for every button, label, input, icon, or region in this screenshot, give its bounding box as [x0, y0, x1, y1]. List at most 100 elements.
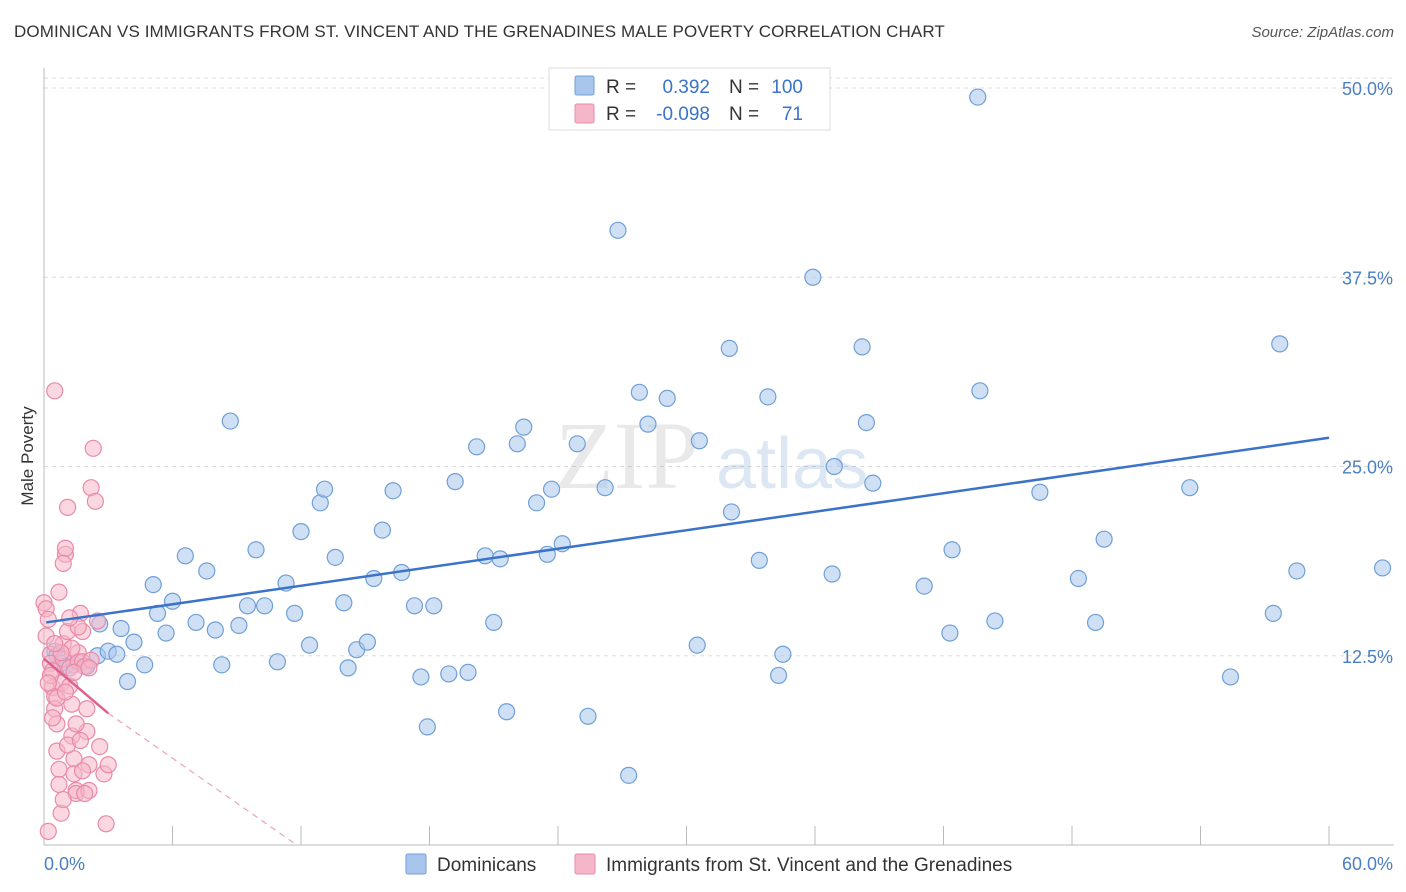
dominican-point-44	[405, 597, 424, 615]
dominican-point-14	[144, 575, 162, 594]
immigrant-point-58	[73, 762, 92, 780]
stats-legend: R = 0.392 N = 100 R = -0.098 N = 71	[548, 67, 831, 131]
dominican-point-12	[125, 633, 143, 651]
dominican-point-71	[690, 432, 708, 450]
immigrant-point-70	[54, 790, 72, 809]
dominican-point-51	[468, 438, 486, 456]
dominican-point-47	[425, 597, 443, 615]
dominican-point-69	[658, 389, 676, 407]
dominican-point-18	[176, 547, 194, 565]
immigrant-point-41	[86, 492, 105, 510]
dominican-point-78	[804, 268, 822, 286]
dominican-point-97	[1271, 335, 1289, 353]
series-legend: Dominicans Immigrants from St. Vincent a…	[405, 853, 1012, 876]
y-tick-label-1: 25.0%	[1342, 458, 1393, 478]
dominican-point-11	[118, 672, 137, 691]
dominican-point-17	[163, 592, 182, 610]
watermark: ZIP atlas	[555, 402, 868, 509]
dominican-point-70	[688, 636, 706, 654]
immigrant-point-42	[88, 612, 107, 630]
dominican-point-23	[221, 412, 239, 430]
dominican-point-88	[971, 382, 989, 400]
dominicans-points	[46, 88, 1392, 784]
y-tick-label-3: 50.0%	[1342, 79, 1393, 99]
immigrant-point-2	[39, 610, 57, 629]
dominican-point-73	[722, 503, 741, 521]
y-axis-tick-labels: 12.5% 25.0% 37.5% 50.0%	[1342, 79, 1393, 667]
immigrant-point-60	[43, 709, 62, 727]
dominican-point-90	[1031, 483, 1049, 501]
dominican-point-31	[292, 523, 310, 541]
dominican-point-10	[112, 619, 130, 638]
stats-r-value-1: 0.392	[662, 77, 710, 98]
dominican-point-96	[1264, 604, 1282, 622]
dominicans-trendline	[45, 436, 1330, 624]
dominican-point-75	[759, 388, 777, 406]
legend-swatch-immigrants	[574, 853, 596, 875]
watermark-zip: ZIP	[555, 402, 699, 509]
dominican-point-79	[823, 565, 841, 583]
dominican-point-63	[579, 707, 597, 725]
dominican-point-50	[459, 663, 477, 682]
dominican-point-20	[198, 562, 216, 580]
dominican-point-16	[157, 624, 175, 642]
immigrant-point-19	[58, 498, 77, 516]
dominican-point-86	[943, 541, 961, 559]
dominican-point-34	[315, 480, 334, 498]
dominican-point-99	[1373, 559, 1392, 577]
immigrant-point-66	[65, 663, 83, 682]
immigrants-points	[35, 382, 117, 840]
immigrant-point-48	[46, 382, 64, 400]
dominican-point-80	[825, 457, 843, 476]
dominican-point-39	[358, 633, 376, 651]
dominican-point-27	[255, 597, 274, 615]
immigrant-point-69	[71, 731, 90, 750]
x-tick-label-max: 60.0%	[1342, 854, 1393, 874]
dominican-point-13	[136, 656, 154, 674]
dominican-point-37	[339, 659, 357, 677]
dominican-point-55	[498, 703, 516, 721]
dominican-point-89	[986, 612, 1004, 630]
dominican-point-19	[187, 613, 205, 632]
stats-swatch-pink	[574, 103, 595, 124]
dominican-point-40	[365, 569, 383, 588]
immigrant-point-68	[39, 674, 57, 692]
immigrants-trendline-extension	[107, 712, 298, 846]
dominican-point-77	[774, 645, 792, 663]
legend-swatch-dominicans	[405, 853, 427, 875]
immigrant-point-50	[54, 554, 72, 572]
x-axis-ticks	[172, 826, 1330, 845]
stats-legend-box	[548, 67, 831, 131]
immigrant-point-47	[39, 822, 57, 840]
dominican-point-35	[326, 548, 344, 566]
dominican-point-72	[720, 339, 738, 358]
immigrants-trendline	[43, 657, 110, 715]
dominican-point-22	[213, 656, 231, 674]
dominican-point-94	[1181, 479, 1199, 497]
chart-title: DOMINICAN VS IMMIGRANTS FROM ST. VINCENT…	[14, 22, 945, 41]
dominican-point-64	[596, 479, 614, 497]
stats-n-label-1: N =	[729, 77, 759, 98]
dominican-point-56	[508, 435, 526, 453]
dominican-point-84	[915, 577, 933, 595]
immigrant-point-45	[97, 815, 115, 833]
dominican-point-57	[515, 418, 533, 436]
watermark-atlas: atlas	[716, 424, 868, 504]
x-tick-label-min: 0.0%	[44, 854, 85, 874]
dominican-point-82	[857, 413, 876, 432]
y-tick-label-2: 37.5%	[1342, 268, 1393, 288]
dominican-point-93	[1095, 530, 1113, 548]
immigrant-point-11	[50, 760, 68, 778]
stats-r-value-2: -0.098	[656, 104, 710, 125]
trend-lines	[43, 436, 1330, 846]
dominican-point-87	[969, 88, 987, 106]
immigrant-point-63	[76, 784, 94, 803]
dominican-point-25	[238, 597, 257, 615]
dominican-point-30	[285, 604, 304, 622]
immigrant-point-59	[80, 659, 98, 677]
dominican-point-48	[440, 665, 458, 683]
dominican-point-91	[1069, 569, 1088, 588]
source-credit: Source: ZipAtlas.com	[1251, 24, 1394, 41]
dominican-point-21	[206, 621, 224, 639]
